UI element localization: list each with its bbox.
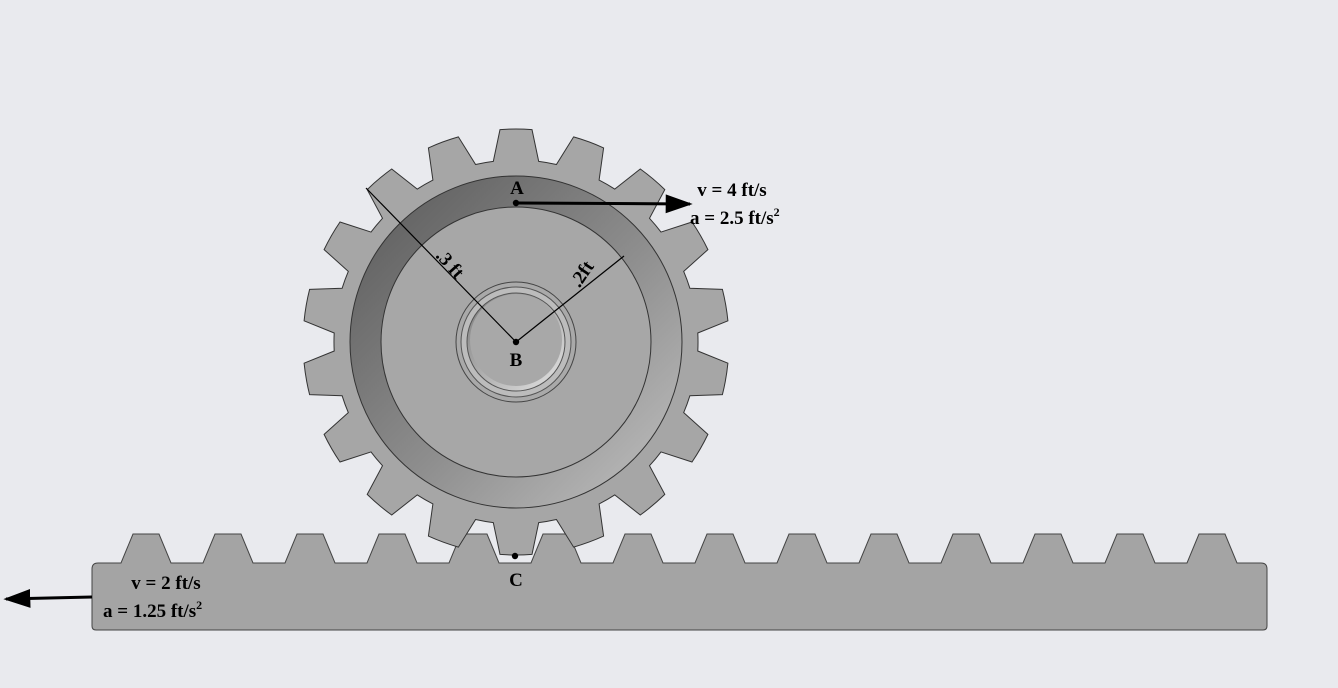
gear-accel-exponent: 2 (774, 205, 780, 219)
point-c-dot (511, 552, 519, 560)
inner-radius-line (515, 255, 625, 343)
point-c-label: C (509, 570, 523, 591)
gear-acceleration-label: a = 2.5 ft/s2 (690, 205, 780, 229)
outer-radius-line (365, 187, 517, 343)
rack-acceleration-label: a = 1.25 ft/s2 (103, 598, 202, 622)
rack-accel-exponent: 2 (196, 598, 202, 612)
point-a-label: A (510, 178, 524, 199)
gear (303, 128, 729, 556)
point-a-dot (512, 199, 520, 207)
velocity-arrow-a (517, 194, 693, 214)
point-b-dot (512, 338, 520, 346)
rack-velocity-label: v = 2 ft/s (131, 573, 200, 594)
rack (91, 533, 1268, 631)
gear-velocity-label: v = 4 ft/s (697, 180, 766, 201)
point-b-label: B (510, 350, 523, 371)
velocity-arrow-rack (3, 588, 93, 608)
rack-body (91, 533, 1268, 631)
